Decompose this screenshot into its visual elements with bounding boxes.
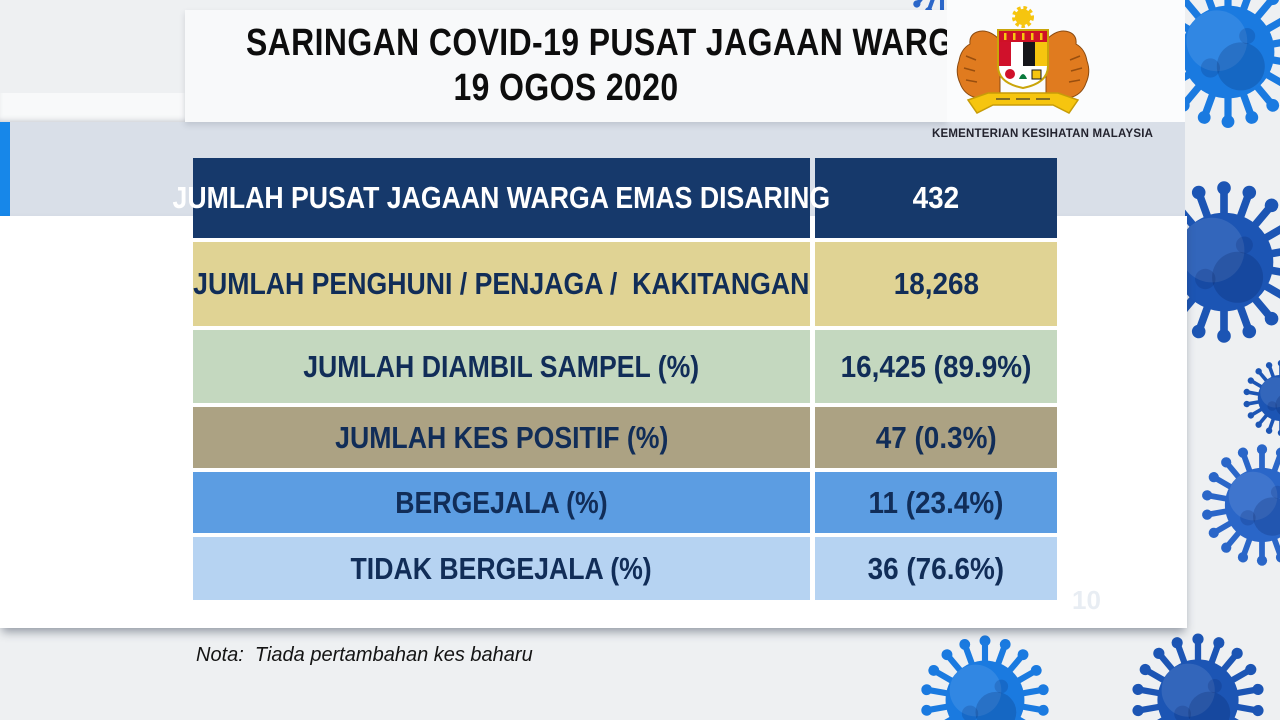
slide-title-line2: 19 OGOS 2020 — [453, 67, 679, 109]
table-row: TIDAK BERGEJALA (%) 36 (76.6%) — [193, 537, 1057, 600]
row-value: 432 — [912, 180, 960, 215]
table-row: BERGEJALA (%) 11 (23.4%) — [193, 472, 1057, 533]
malaysia-coat-of-arms-logo — [948, 4, 1098, 122]
ministry-name: KEMENTERIAN KESIHATAN MALAYSIA — [932, 128, 1154, 140]
page-number: 10 — [1072, 585, 1101, 615]
slide-note: Nota: Tiada pertambahan kes baharu — [196, 644, 533, 666]
row-value: 18,268 — [893, 266, 979, 301]
row-label-cell: JUMLAH KES POSITIF (%) — [193, 407, 810, 468]
row-label: JUMLAH PENGHUNI / PENJAGA / KAKITANGAN — [193, 266, 810, 301]
row-label-cell: JUMLAH DIAMBIL SAMPEL (%) — [193, 330, 810, 403]
row-label: JUMLAH PUSAT JAGAAN WARGA EMAS DISARING — [172, 180, 831, 215]
row-value: 47 (0.3%) — [875, 419, 997, 455]
row-label-cell: BERGEJALA (%) — [193, 472, 810, 533]
screening-table: JUMLAH PUSAT JAGAAN WARGA EMAS DISARING … — [173, 158, 1057, 604]
row-value-cell: 36 (76.6%) — [815, 537, 1057, 600]
row-label-cell: JUMLAH PUSAT JAGAAN WARGA EMAS DISARING — [173, 158, 830, 238]
table-row: JUMLAH DIAMBIL SAMPEL (%) 16,425 (89.9%) — [193, 330, 1057, 403]
banner-accent-bar — [0, 122, 10, 216]
left-white-strip — [0, 93, 185, 122]
row-label: JUMLAH KES POSITIF (%) — [334, 419, 669, 455]
table-row: JUMLAH PENGHUNI / PENJAGA / KAKITANGAN 1… — [193, 242, 1057, 326]
row-value: 11 (23.4%) — [868, 484, 1004, 520]
row-value: 36 (76.6%) — [867, 550, 1005, 586]
row-label: BERGEJALA (%) — [395, 484, 608, 520]
row-value: 16,425 (89.9%) — [840, 348, 1032, 384]
coronavirus-icon — [1241, 358, 1280, 438]
title-card: SARINGAN COVID-19 PUSAT JAGAAN WARGA EMA… — [185, 10, 1079, 122]
coronavirus-icon — [1128, 630, 1268, 720]
coronavirus-icon — [1198, 441, 1280, 569]
table-row: JUMLAH KES POSITIF (%) 47 (0.3%) — [193, 407, 1057, 468]
row-value-cell: 432 — [815, 158, 1057, 238]
row-value-cell: 16,425 (89.9%) — [815, 330, 1057, 403]
row-label-cell: TIDAK BERGEJALA (%) — [193, 537, 810, 600]
row-label: TIDAK BERGEJALA (%) — [350, 550, 653, 586]
coronavirus-icon — [917, 632, 1053, 720]
row-value-cell: 18,268 — [815, 242, 1057, 326]
row-value-cell: 47 (0.3%) — [815, 407, 1057, 468]
row-value-cell: 11 (23.4%) — [815, 472, 1057, 533]
table-row: JUMLAH PUSAT JAGAAN WARGA EMAS DISARING … — [173, 158, 1057, 238]
row-label: JUMLAH DIAMBIL SAMPEL (%) — [303, 348, 700, 384]
slide-title-line1: SARINGAN COVID-19 PUSAT JAGAAN WARGA EMA… — [245, 22, 1079, 64]
row-label-cell: JUMLAH PENGHUNI / PENJAGA / KAKITANGAN — [193, 242, 810, 326]
